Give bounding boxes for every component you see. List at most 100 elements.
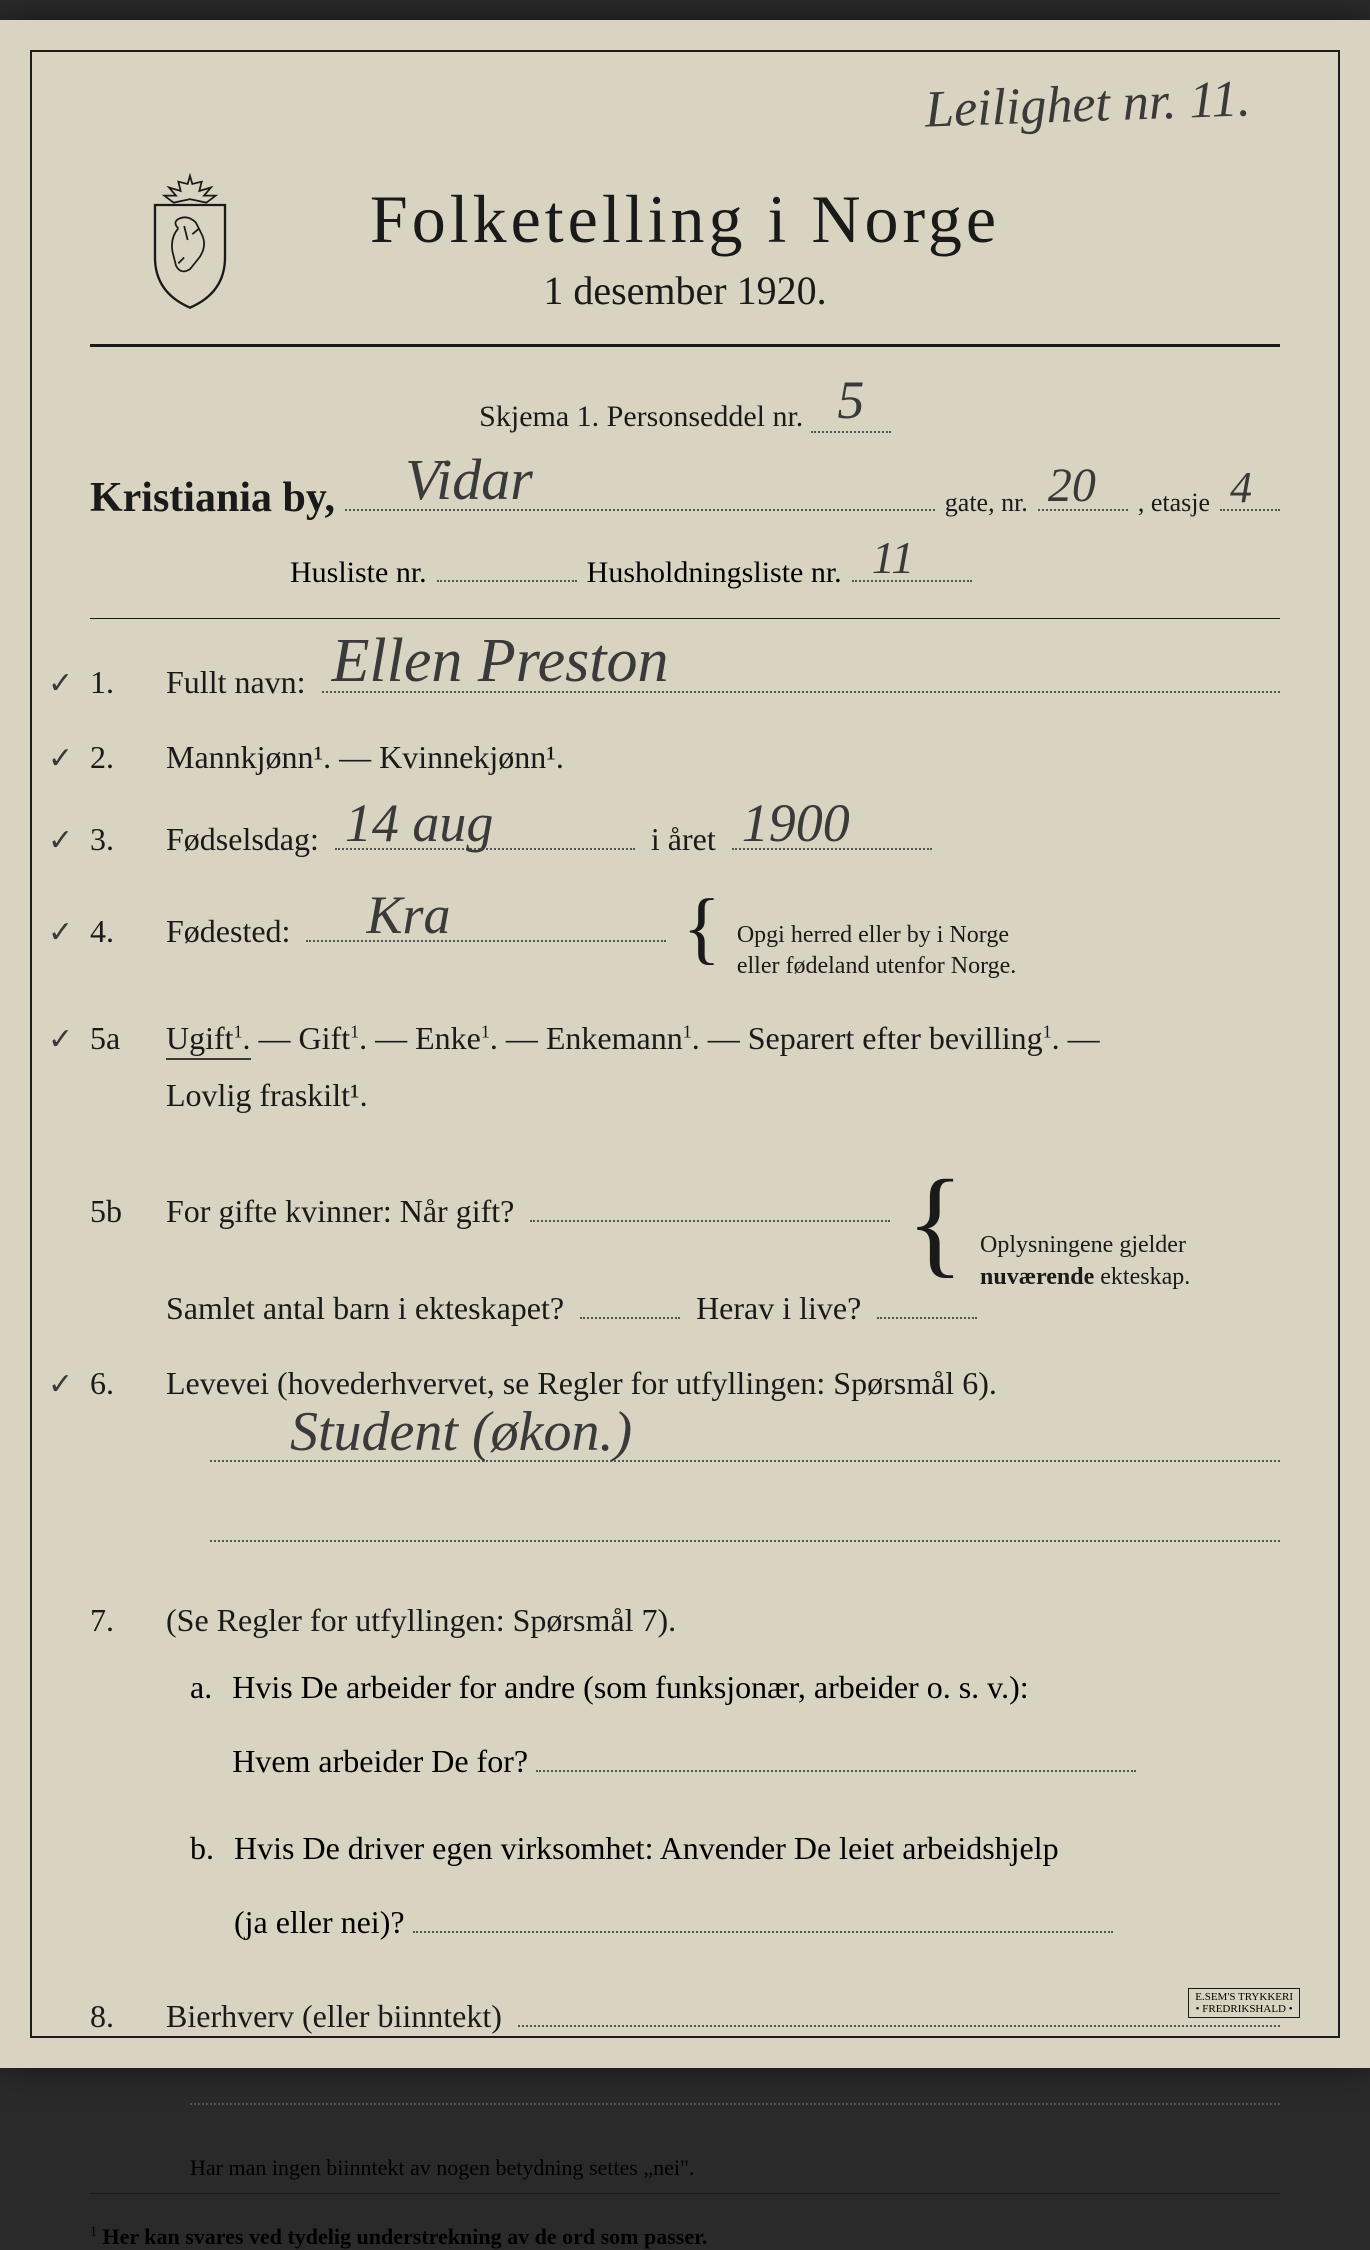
q1-row: ✓ 1. Fullt navn: Ellen Preston xyxy=(90,657,1280,701)
q7a-l2: Hvem arbeider De for? xyxy=(232,1743,528,1779)
q8-field xyxy=(518,1991,1280,2027)
q1-label: Fullt navn: xyxy=(166,664,306,701)
q7a-field xyxy=(536,1742,1136,1772)
nr-field: 20 xyxy=(1038,471,1128,511)
q6-label: Levevei (hovederhvervet, se Regler for u… xyxy=(166,1365,997,1402)
q4-num: ✓ 4. xyxy=(90,913,150,950)
q7b-l1: Hvis De driver egen virksomhet: Anvender… xyxy=(234,1830,1280,1867)
q7-num: 7. xyxy=(90,1602,150,1639)
q1-field: Ellen Preston xyxy=(322,657,1280,693)
top-handwritten-note: Leilighet nr. 11. xyxy=(924,69,1251,139)
q7b-l2: (ja eller nei)? xyxy=(234,1904,405,1940)
etasje-field: 4 xyxy=(1220,471,1280,511)
q3-year-value: 1900 xyxy=(742,792,850,854)
brace-icon: { xyxy=(906,1192,964,1252)
census-form-page: Leilighet nr. 11. Folketelling i Norge 1… xyxy=(0,20,1370,2068)
q3-num: ✓ 3. xyxy=(90,821,150,858)
checkmark-icon: ✓ xyxy=(48,1367,73,1402)
q3-day-field: 14 aug xyxy=(335,814,635,850)
nr-value: 20 xyxy=(1048,458,1096,513)
checkmark-icon: ✓ xyxy=(48,823,73,858)
divider xyxy=(90,618,1280,619)
bottom-note: Har man ingen biinntekt av nogen betydni… xyxy=(190,2155,1280,2181)
checkmark-icon: ✓ xyxy=(48,915,73,950)
q6-field2 xyxy=(210,1492,1280,1542)
q4-value: Kra xyxy=(366,884,450,946)
q7-row: 7. (Se Regler for utfyllingen: Spørsmål … xyxy=(90,1602,1280,1639)
ugift-underlined: Ugift1. xyxy=(166,1020,251,1060)
footnote-text: Her kan svares ved tydelig understreknin… xyxy=(103,2224,708,2249)
q2-num: ✓ 2. xyxy=(90,739,150,776)
etasje-label: , etasje xyxy=(1138,488,1210,518)
q4-row: ✓ 4. Fødested: Kra { Opgi herred eller b… xyxy=(90,896,1280,982)
q5b-l3: Herav i live? xyxy=(696,1290,861,1327)
checkmark-icon: ✓ xyxy=(48,1022,73,1057)
brace-icon: { xyxy=(682,908,720,948)
q5b-field1 xyxy=(530,1186,890,1222)
coat-of-arms-icon xyxy=(130,170,250,310)
husliste-field xyxy=(437,542,577,582)
q5a-num: ✓ 5a xyxy=(90,1020,150,1057)
q7-label: (Se Regler for utfyllingen: Spørsmål 7). xyxy=(166,1602,676,1639)
form-title: Folketelling i Norge xyxy=(90,180,1280,259)
q2-row: ✓ 2. Mannkjønn¹. — Kvinnekjønn¹. xyxy=(90,739,1280,776)
q8-field2 xyxy=(190,2075,1280,2105)
q7b-letter: b. xyxy=(190,1830,214,1941)
q5a-row: ✓ 5a Ugift1. — Gift1. — Enke1. — Enkeman… xyxy=(90,1020,1280,1057)
q5b-field3 xyxy=(877,1283,977,1319)
q4-label: Fødested: xyxy=(166,913,290,950)
husholdning-value: 11 xyxy=(872,531,915,584)
skjema-label: Skjema 1. Personseddel nr. xyxy=(479,400,803,433)
q6-value: Student (økon.) xyxy=(290,1400,632,1464)
etasje-value: 4 xyxy=(1230,462,1252,513)
husliste-label: Husliste nr. xyxy=(290,556,427,590)
q3-mid: i året xyxy=(651,821,716,858)
q7a-l1: Hvis De arbeider for andre (som funksjon… xyxy=(232,1669,1280,1706)
q1-value: Ellen Preston xyxy=(332,626,669,697)
city-label: Kristiania by, xyxy=(90,474,335,522)
checkmark-icon: ✓ xyxy=(48,666,73,701)
q6-row: ✓ 6. Levevei (hovederhvervet, se Regler … xyxy=(90,1365,1280,1402)
q2-text: Mannkjønn¹. — Kvinnekjønn¹. xyxy=(166,739,564,776)
gate-label: gate, nr. xyxy=(945,488,1028,518)
footnote: 1 Her kan svares ved tydelig understrekn… xyxy=(90,2224,1280,2250)
husliste-row: Husliste nr. Husholdningsliste nr. 11 xyxy=(90,542,1280,590)
skjema-row: Skjema 1. Personseddel nr. 5 xyxy=(90,377,1280,441)
questions-section: ✓ 1. Fullt navn: Ellen Preston ✓ 2. Mann… xyxy=(90,657,1280,2250)
q3-day-value: 14 aug xyxy=(345,792,494,854)
printer-stamp: E.SEM'S TRYKKERI• FREDRIKSHALD • xyxy=(1188,1988,1300,2018)
q5b-row2: Samlet antal barn i ekteskapet? Herav i … xyxy=(90,1283,1280,1327)
checkmark-icon: ✓ xyxy=(48,741,73,776)
q3-label: Fødselsdag: xyxy=(166,821,319,858)
q5a-row2: Lovlig fraskilt¹. xyxy=(90,1077,1280,1114)
divider xyxy=(90,2193,1280,2194)
q3-year-field: 1900 xyxy=(732,814,932,850)
q8-num: 8. xyxy=(90,1998,150,2035)
q1-num: ✓ 1. xyxy=(90,664,150,701)
q4-field: Kra xyxy=(306,906,666,942)
q6-field: Student (økon.) xyxy=(210,1412,1280,1462)
q5b-l1: For gifte kvinner: Når gift? xyxy=(166,1193,514,1230)
street-field: Vidar xyxy=(345,471,935,511)
husholdning-field: 11 xyxy=(852,542,972,582)
q5a-text: Ugift1. — Gift1. — Enke1. — Enkemann1. —… xyxy=(166,1020,1100,1057)
q7a-row: a. Hvis De arbeider for andre (som funks… xyxy=(190,1669,1280,1780)
husholdning-label: Husholdningsliste nr. xyxy=(587,556,842,590)
q5b-num: 5b xyxy=(90,1193,150,1230)
form-header: Folketelling i Norge 1 desember 1920. xyxy=(90,180,1280,314)
q5a-line2: Lovlig fraskilt¹. xyxy=(166,1077,368,1114)
q3-row: ✓ 3. Fødselsdag: 14 aug i året 1900 xyxy=(90,814,1280,858)
q8-label: Bierhverv (eller biinntekt) xyxy=(166,1998,502,2035)
personseddel-number: 5 xyxy=(811,369,891,433)
q7a-letter: a. xyxy=(190,1669,212,1780)
form-subtitle: 1 desember 1920. xyxy=(90,267,1280,314)
q5b-row: 5b For gifte kvinner: Når gift? { Oplysn… xyxy=(90,1152,1280,1262)
q4-note: Opgi herred eller by i Norge eller fødel… xyxy=(737,920,1037,982)
q7b-field xyxy=(413,1903,1113,1933)
address-row: Kristiania by, Vidar gate, nr. 20 , etas… xyxy=(90,471,1280,522)
street-value: Vidar xyxy=(405,446,533,513)
divider xyxy=(90,344,1280,347)
q8-row: 8. Bierhverv (eller biinntekt) xyxy=(90,1991,1280,2035)
q5b-l2: Samlet antal barn i ekteskapet? xyxy=(166,1290,564,1327)
q6-num: ✓ 6. xyxy=(90,1365,150,1402)
